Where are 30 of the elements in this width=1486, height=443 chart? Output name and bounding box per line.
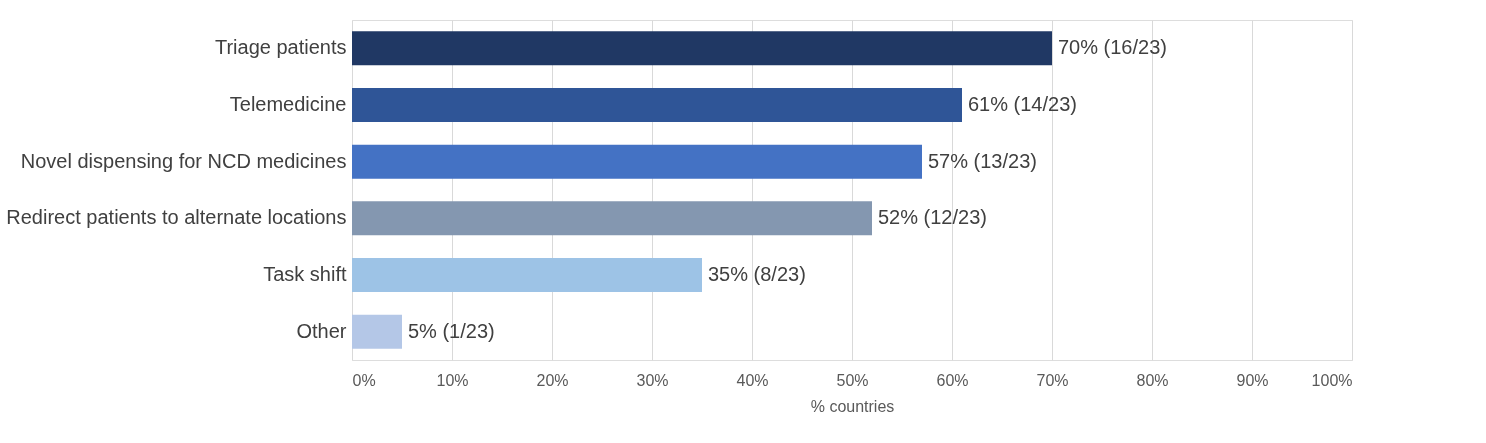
data-label: 57% (13/23) <box>928 149 1037 172</box>
y-tick-label: Novel dispensing for NCD medicines <box>20 149 347 172</box>
x-tick-label: 100% <box>1311 371 1353 389</box>
x-tick-label: 0% <box>352 371 376 389</box>
y-tick-label: Redirect patients to alternate locations <box>6 206 347 229</box>
bar <box>352 201 872 236</box>
x-tick-label: 80% <box>1136 371 1169 389</box>
bar <box>352 31 1052 66</box>
bar <box>352 144 922 179</box>
data-label: 35% (8/23) <box>708 263 806 285</box>
x-tick-label: 70% <box>1036 371 1069 389</box>
bar <box>352 88 962 122</box>
y-tick-label: Other <box>296 319 347 342</box>
data-label: 70% (16/23) <box>1058 36 1167 59</box>
x-tick-label: 60% <box>936 371 969 389</box>
x-tick-label: 50% <box>836 371 869 389</box>
x-axis-title: % countries <box>810 397 895 415</box>
x-tick-label: 90% <box>1236 371 1269 389</box>
x-tick-label: 10% <box>436 371 469 389</box>
x-tick-label: 40% <box>736 371 769 389</box>
x-tick-label: 30% <box>636 371 669 389</box>
data-label: 61% (14/23) <box>968 93 1077 115</box>
x-tick-label: 20% <box>536 371 569 389</box>
y-tick-label: Telemedicine <box>229 93 347 115</box>
y-tick-label: Triage patients <box>214 36 347 59</box>
bar <box>352 258 702 292</box>
bar <box>352 314 402 349</box>
data-label: 5% (1/23) <box>408 319 495 342</box>
y-tick-label: Task shift <box>263 263 347 285</box>
data-label: 52% (12/23) <box>878 206 987 229</box>
